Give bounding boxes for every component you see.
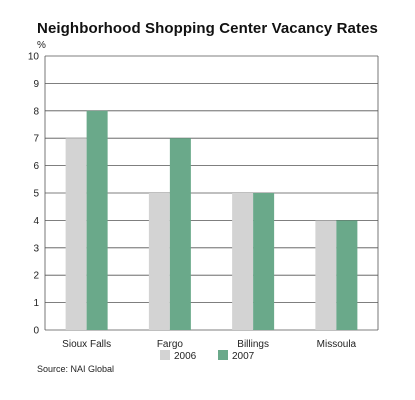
bar-2007 <box>86 110 108 330</box>
source-note: Source: NAI Global <box>37 364 115 374</box>
y-tick-label: 1 <box>33 298 39 309</box>
bar-2007 <box>253 193 275 330</box>
y-tick-label: 2 <box>33 271 39 282</box>
x-tick-label: Fargo <box>157 339 184 350</box>
bar-2007 <box>336 220 358 330</box>
legend-swatch <box>218 350 228 360</box>
bars <box>65 110 358 330</box>
bar-2006 <box>315 220 337 330</box>
x-tick-label: Sioux Falls <box>62 339 111 350</box>
y-tick-label: 9 <box>33 79 39 90</box>
legend-label: 2007 <box>232 351 255 362</box>
x-tick-labels: Sioux Falls Fargo Billings Missoula <box>62 339 356 350</box>
chart-title: Neighborhood Shopping Center Vacancy Rat… <box>37 20 378 37</box>
x-tick-label: Missoula <box>317 339 357 350</box>
y-tick-label: 4 <box>33 216 39 227</box>
y-tick-label: 0 <box>33 326 39 337</box>
y-tick-label: 3 <box>33 243 39 254</box>
bar-2006 <box>148 193 170 330</box>
bar-2007 <box>169 138 191 330</box>
y-tick-labels: 0 1 2 3 4 5 6 7 8 9 10 <box>28 52 40 337</box>
bar-2006 <box>65 138 87 330</box>
x-tick-label: Billings <box>237 339 269 350</box>
y-tick-label: 6 <box>33 161 39 172</box>
y-axis-unit-label: % <box>37 40 46 51</box>
y-tick-label: 8 <box>33 106 39 117</box>
y-tick-label: 10 <box>28 52 40 63</box>
legend: 2006 2007 <box>160 350 255 362</box>
y-tick-label: 5 <box>33 189 39 200</box>
y-tick-label: 7 <box>33 134 39 145</box>
bar-2006 <box>232 193 254 330</box>
legend-swatch <box>160 350 170 360</box>
legend-label: 2006 <box>174 351 197 362</box>
